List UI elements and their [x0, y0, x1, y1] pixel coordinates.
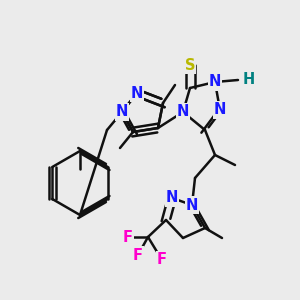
Text: F: F [123, 230, 133, 244]
Text: H: H [243, 73, 255, 88]
Text: S: S [185, 58, 195, 73]
Text: N: N [131, 85, 143, 100]
Text: F: F [133, 248, 143, 262]
Text: N: N [186, 197, 198, 212]
Text: N: N [166, 190, 178, 206]
Text: N: N [177, 104, 189, 119]
Text: N: N [116, 104, 128, 119]
Text: F: F [157, 253, 167, 268]
Text: N: N [209, 74, 221, 89]
Text: N: N [214, 103, 226, 118]
